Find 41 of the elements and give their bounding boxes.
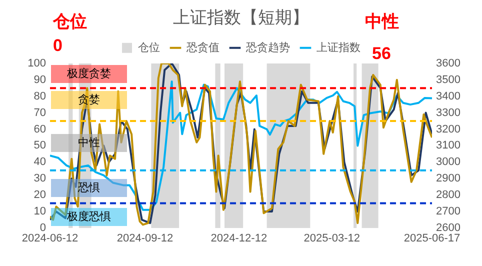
- y-tick-label: 80: [34, 90, 46, 102]
- y2-tick-label: 3600: [436, 57, 460, 70]
- text: 0: [53, 36, 62, 55]
- chart-title: 上证指数【短期】: [173, 8, 309, 27]
- y-tick-label: 10: [34, 206, 46, 218]
- y2-tick-label: 2600: [436, 222, 460, 234]
- x-tick-label: 2025-03-12: [304, 232, 360, 245]
- y-tick-label: 100: [28, 57, 46, 70]
- y-tick-label: 90: [34, 74, 46, 86]
- y2-tick-label: 3200: [436, 123, 460, 136]
- y2-tick-label: 3100: [436, 140, 460, 152]
- legend-label: 恐贪趋势: [245, 40, 290, 54]
- y-tick-label: 20: [34, 189, 46, 202]
- x-tick-label: 2024-12-12: [210, 232, 268, 245]
- y2-tick-label: 2800: [436, 189, 460, 202]
- y2-tick-label: 3500: [436, 74, 460, 86]
- text: 56: [372, 44, 391, 63]
- legend-label: 上证指数: [316, 40, 360, 54]
- y2-tick-label: 2900: [436, 172, 460, 185]
- x-tick-label: 2024-06-12: [22, 232, 78, 245]
- y2-tick-label: 3300: [436, 106, 460, 119]
- y2-tick-label: 3400: [436, 90, 460, 102]
- label-box: 极度贪婪: [51, 65, 128, 84]
- text: 仓位: [53, 12, 87, 31]
- legend-label: 恐贪值: [186, 40, 220, 54]
- label-box: 恐惧: [51, 179, 128, 198]
- y2-tick-label: 3000: [436, 156, 460, 168]
- y-tick-label: 60: [34, 123, 46, 136]
- y-tick-label: 40: [34, 156, 46, 168]
- label-box: 极度恐惧: [51, 208, 128, 226]
- y-tick-label: 0: [40, 222, 46, 234]
- legend-label: 仓位: [138, 42, 160, 54]
- label-box: 中性: [51, 134, 128, 152]
- x-tick-label: 2025-06-17: [404, 232, 460, 245]
- label-box: 贪婪: [51, 91, 128, 110]
- y-tick-label: 70: [34, 106, 46, 119]
- y-tick-label: 50: [34, 140, 46, 152]
- y2-tick-label: 2700: [436, 206, 460, 218]
- y-tick-label: 30: [34, 172, 46, 185]
- text: 中性: [365, 12, 399, 31]
- x-tick-label: 2024-09-12: [116, 232, 174, 245]
